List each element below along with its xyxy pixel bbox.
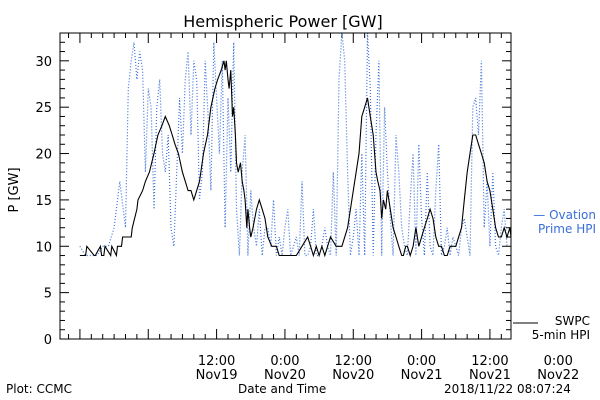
timestamp: 2018/11/22 08:07:24: [444, 382, 571, 396]
y-axis-ticks: 0 5 10 15 20 25 30: [35, 32, 511, 348]
x-tick-label-date: Nov20: [264, 368, 306, 383]
x-tick-label-date: Nov20: [332, 368, 374, 383]
plot-credit: Plot: CCMC: [6, 382, 72, 396]
y-tick-label: 25: [35, 101, 52, 116]
x-tick-label-date: Nov19: [196, 368, 238, 383]
y-tick-label: 30: [35, 55, 52, 70]
x-tick-label-date: Nov21: [469, 368, 511, 383]
x-tick-label-time: 0:00: [407, 354, 436, 369]
y-tick-label: 20: [35, 148, 52, 163]
legend: — Ovation Prime HPI SWPC 5-min HPI: [513, 208, 596, 342]
plot-frame: [59, 32, 512, 340]
legend-ovation-label-2: Prime HPI: [538, 222, 596, 236]
x-tick-label-time: 12:00: [198, 354, 235, 369]
x-tick-label-time: 0:00: [544, 354, 573, 369]
y-tick-label: 5: [44, 287, 52, 302]
chart-title: Hemispheric Power [GW]: [183, 12, 382, 31]
y-tick-label: 15: [35, 194, 52, 209]
swpc-5min-hpi-line: [79, 60, 512, 258]
ovation-prime-hpi-line: [79, 32, 508, 257]
x-tick-label-date: Nov22: [537, 368, 579, 383]
legend-ovation-label: — Ovation: [533, 208, 596, 222]
legend-swpc-label: SWPC: [555, 314, 590, 328]
x-tick-label-time: 12:00: [335, 354, 372, 369]
y-axis-title: P [GW]: [7, 167, 22, 212]
x-axis-ticks: 12:00Nov190:00Nov2012:00Nov200:00Nov2112…: [68, 33, 579, 383]
x-axis-title: Date and Time: [238, 382, 327, 396]
x-tick-label-time: 0:00: [270, 354, 299, 369]
y-tick-label: 0: [44, 333, 52, 348]
x-tick-label-time: 12:00: [471, 354, 508, 369]
x-tick-label-date: Nov21: [401, 368, 443, 383]
legend-swpc-label-2: 5-min HPI: [532, 328, 590, 342]
y-tick-label: 10: [35, 240, 52, 255]
